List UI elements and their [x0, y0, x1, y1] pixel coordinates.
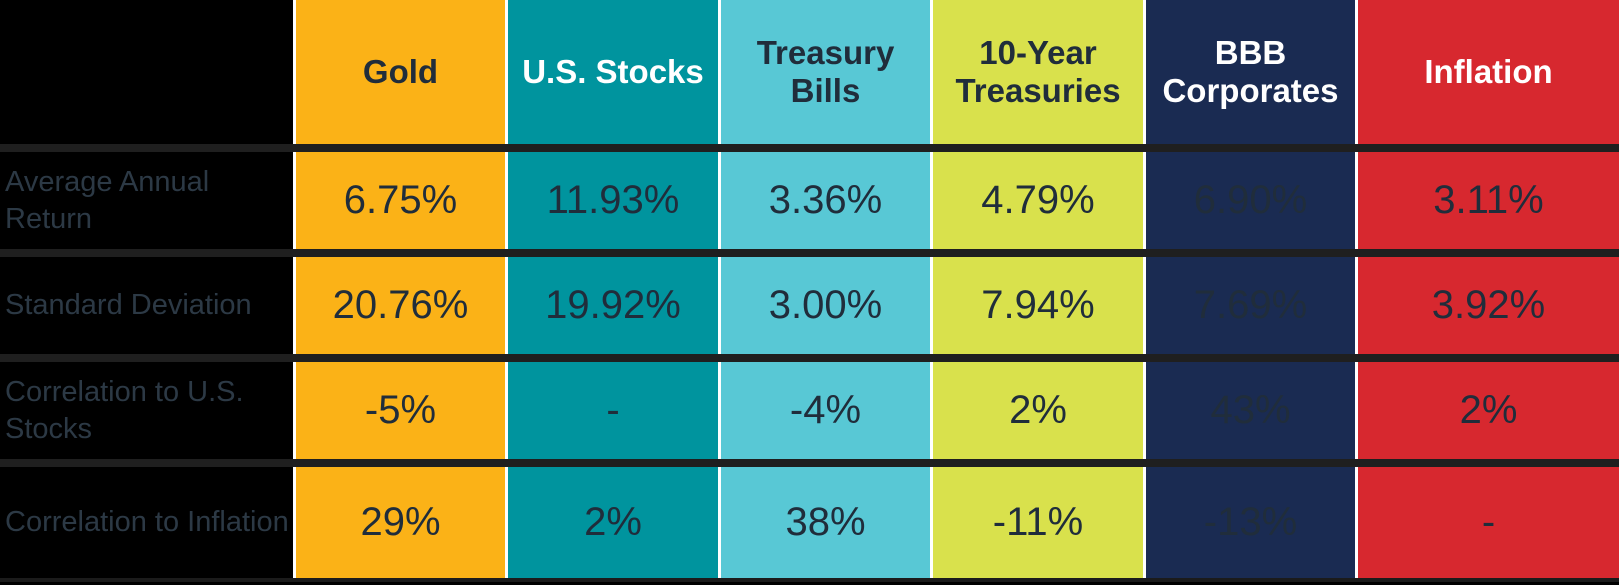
cell-bbb-corporates-avg-return: 6.90% — [1143, 152, 1355, 249]
row-label-text: Correlation to Inflation — [5, 506, 289, 539]
column-header-label: 10-Year Treasuries — [955, 34, 1121, 109]
cell-treasury-bills-std-dev: 3.00% — [718, 257, 930, 354]
row-separator — [0, 354, 1619, 362]
cell-inflation-avg-return: 3.11% — [1355, 152, 1619, 249]
cell-value: 2% — [1459, 388, 1518, 432]
column-header-10-year-treasuries: 10-Year Treasuries — [930, 0, 1143, 144]
cell-inflation-corr-inflation: - — [1355, 467, 1619, 578]
cell-value: 3.00% — [768, 283, 883, 327]
cell-value: 6.90% — [1193, 178, 1308, 222]
row-label: Average Annual Return — [0, 152, 293, 249]
cell-us-stocks-corr-stocks: - — [505, 362, 718, 459]
cell-value: 3.36% — [768, 178, 883, 222]
table-row-average-annual-return: Average Annual Return 6.75% 11.93% 3.36%… — [0, 152, 1619, 249]
cell-value: -5% — [364, 388, 437, 432]
cell-10-year-treasuries-std-dev: 7.94% — [930, 257, 1143, 354]
cell-gold-avg-return: 6.75% — [293, 152, 505, 249]
cell-value: 7.69% — [1193, 283, 1308, 327]
cell-us-stocks-avg-return: 11.93% — [505, 152, 718, 249]
cell-bbb-corporates-std-dev: 7.69% — [1143, 257, 1355, 354]
cell-inflation-std-dev: 3.92% — [1355, 257, 1619, 354]
cell-treasury-bills-corr-stocks: -4% — [718, 362, 930, 459]
header-row: Gold U.S. Stocks Treasury Bills 10-Year … — [0, 0, 1619, 144]
row-separator — [0, 459, 1619, 467]
cell-value: 4.79% — [981, 178, 1095, 222]
table-row-standard-deviation: Standard Deviation 20.76% 19.92% 3.00% 7… — [0, 257, 1619, 354]
column-header-treasury-bills: Treasury Bills — [718, 0, 930, 144]
cell-value: 2% — [584, 500, 642, 544]
cell-bbb-corporates-corr-stocks: 43% — [1143, 362, 1355, 459]
row-separator — [0, 144, 1619, 152]
cell-gold-std-dev: 20.76% — [293, 257, 505, 354]
cell-value: 43% — [1210, 388, 1291, 432]
column-header-label: Gold — [362, 53, 439, 91]
cell-value: 7.94% — [981, 283, 1095, 327]
cell-value: -11% — [992, 500, 1084, 544]
column-header-inflation: Inflation — [1355, 0, 1619, 144]
cell-value: 19.92% — [545, 283, 681, 327]
cell-value: - — [606, 388, 620, 432]
row-label-text: Average Annual Return — [5, 166, 210, 235]
row-label-text: Correlation to U.S. Stocks — [5, 376, 244, 445]
cell-value: -4% — [789, 388, 862, 432]
row-label: Standard Deviation — [0, 257, 293, 354]
cell-value: 3.11% — [1433, 178, 1544, 222]
column-header-label: Inflation — [1424, 53, 1553, 91]
cell-10-year-treasuries-corr-stocks: 2% — [930, 362, 1143, 459]
corner-cell — [0, 0, 293, 144]
column-header-us-stocks: U.S. Stocks — [505, 0, 718, 144]
cell-10-year-treasuries-avg-return: 4.79% — [930, 152, 1143, 249]
column-header-label: BBB Corporates — [1162, 34, 1339, 109]
cell-us-stocks-corr-inflation: 2% — [505, 467, 718, 578]
cell-value: 29% — [360, 500, 441, 544]
column-header-label: Treasury Bills — [756, 34, 895, 109]
cell-inflation-corr-stocks: 2% — [1355, 362, 1619, 459]
row-label-text: Standard Deviation — [5, 289, 252, 322]
row-label: Correlation to U.S. Stocks — [0, 362, 293, 459]
column-header-bbb-corporates: BBB Corporates — [1143, 0, 1355, 144]
cell-value: -13% — [1203, 500, 1298, 544]
column-header-label: U.S. Stocks — [522, 53, 704, 91]
cell-treasury-bills-avg-return: 3.36% — [718, 152, 930, 249]
cell-value: 6.75% — [343, 178, 458, 222]
cell-value: 38% — [785, 500, 866, 544]
table-row-correlation-inflation: Correlation to Inflation 29% 2% 38% -11%… — [0, 467, 1619, 578]
cell-value: 3.92% — [1431, 283, 1546, 327]
cell-us-stocks-std-dev: 19.92% — [505, 257, 718, 354]
cell-gold-corr-inflation: 29% — [293, 467, 505, 578]
cell-value: 20.76% — [332, 283, 469, 327]
cell-bbb-corporates-corr-inflation: -13% — [1143, 467, 1355, 578]
row-separator — [0, 249, 1619, 257]
cell-value: 11.93% — [546, 178, 680, 222]
cell-treasury-bills-corr-inflation: 38% — [718, 467, 930, 578]
cell-value: 2% — [1009, 388, 1067, 432]
row-label: Correlation to Inflation — [0, 467, 293, 578]
cell-10-year-treasuries-corr-inflation: -11% — [930, 467, 1143, 578]
column-header-gold: Gold — [293, 0, 505, 144]
cell-gold-corr-stocks: -5% — [293, 362, 505, 459]
cell-value: - — [1481, 500, 1496, 544]
bottom-edge — [0, 578, 1619, 585]
table-row-correlation-us-stocks: Correlation to U.S. Stocks -5% - -4% 2% … — [0, 362, 1619, 459]
